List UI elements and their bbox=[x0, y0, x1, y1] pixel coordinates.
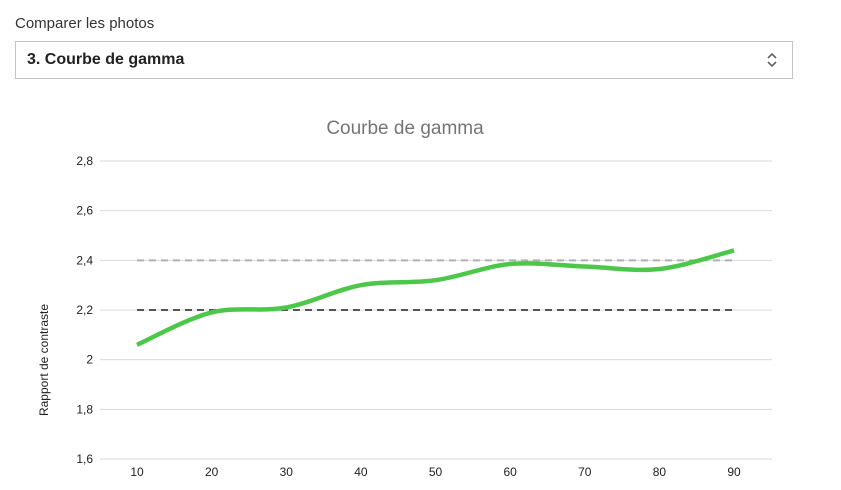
x-tick-label: 30 bbox=[280, 465, 294, 479]
y-tick-label: 2,8 bbox=[76, 154, 93, 168]
gamma-chart: Courbe de gamma Rapport de contraste 1,6… bbox=[37, 118, 772, 479]
selected-value: 3. Courbe de gamma bbox=[27, 51, 185, 68]
compare-photos-label: Comparer les photos bbox=[15, 15, 155, 32]
y-axis-label: Rapport de contraste bbox=[37, 304, 51, 416]
x-tick-label: 10 bbox=[130, 465, 144, 479]
y-tick-label: 2,4 bbox=[76, 253, 93, 267]
x-tick-label: 50 bbox=[429, 465, 443, 479]
x-tick-label: 60 bbox=[503, 465, 517, 479]
gamma-series-line bbox=[136, 248, 735, 347]
y-tick-label: 1,8 bbox=[76, 402, 93, 416]
x-tick-label: 20 bbox=[205, 465, 219, 479]
x-tick-label: 90 bbox=[727, 465, 741, 479]
y-tick-label: 2,6 bbox=[76, 204, 93, 218]
y-tick-label: 2 bbox=[86, 353, 93, 367]
y-tick-label: 2,2 bbox=[76, 303, 93, 317]
x-tick-label: 40 bbox=[354, 465, 368, 479]
chart-title: Courbe de gamma bbox=[326, 118, 484, 139]
x-tick-label: 80 bbox=[653, 465, 667, 479]
chevron-up-down-icon bbox=[767, 52, 777, 68]
y-tick-label: 1,6 bbox=[76, 452, 93, 466]
x-tick-label: 70 bbox=[578, 465, 592, 479]
chart-select-dropdown[interactable]: 3. Courbe de gamma bbox=[15, 41, 793, 79]
